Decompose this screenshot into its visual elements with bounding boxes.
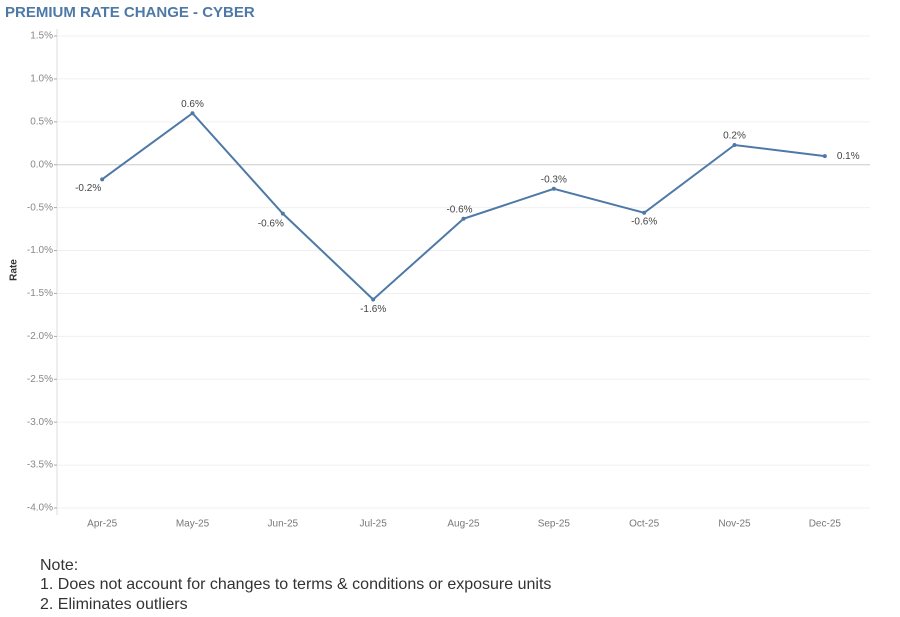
data-label: -0.6%: [258, 218, 284, 229]
data-label: 0.2%: [723, 131, 746, 142]
y-tick-label: -4.0%: [27, 503, 53, 514]
x-tick-label: Nov-25: [718, 519, 751, 530]
note-heading: Note:: [40, 557, 78, 574]
x-tick-label: Jun-25: [268, 519, 299, 530]
note-item: 1. Does not account for changes to terms…: [40, 576, 551, 593]
y-tick-label: 1.5%: [30, 31, 53, 42]
y-tick-label: 0.0%: [30, 159, 53, 170]
data-label: 0.6%: [181, 99, 204, 110]
y-tick-label: -3.5%: [27, 460, 53, 471]
point: [642, 210, 647, 215]
data-label: -0.6%: [631, 216, 657, 227]
chart-title: PREMIUM RATE CHANGE - CYBER: [5, 4, 255, 21]
x-tick-label: Jul-25: [360, 519, 388, 530]
point: [371, 297, 376, 302]
y-tick-label: -1.5%: [27, 288, 53, 299]
data-label: -1.6%: [360, 304, 386, 315]
y-tick-label: -0.5%: [27, 202, 53, 213]
y-tick-label: -2.0%: [27, 331, 53, 342]
point: [461, 216, 466, 221]
x-tick-label: Dec-25: [809, 519, 842, 530]
y-tick-label: -2.5%: [27, 374, 53, 385]
x-tick-label: Apr-25: [87, 519, 117, 530]
data-label: -0.2%: [75, 183, 101, 194]
point: [732, 142, 737, 147]
data-label: 0.1%: [837, 151, 860, 162]
point: [822, 154, 827, 159]
y-tick-label: 1.0%: [30, 74, 53, 85]
x-tick-label: Sep-25: [538, 519, 571, 530]
y-tick-label: -1.0%: [27, 245, 53, 256]
data-label: -0.3%: [541, 174, 567, 185]
y-axis-title: Rate: [9, 259, 20, 281]
x-tick-label: Aug-25: [447, 519, 480, 530]
point: [100, 177, 105, 182]
data-label: -0.6%: [446, 204, 472, 215]
x-tick-label: Oct-25: [629, 519, 659, 530]
point: [190, 111, 195, 116]
y-tick-label: 0.5%: [30, 116, 53, 127]
y-tick-label: -3.0%: [27, 417, 53, 428]
note-item: 2. Eliminates outliers: [40, 596, 188, 612]
x-tick-label: May-25: [176, 519, 210, 530]
point: [280, 211, 285, 216]
point: [551, 186, 556, 191]
